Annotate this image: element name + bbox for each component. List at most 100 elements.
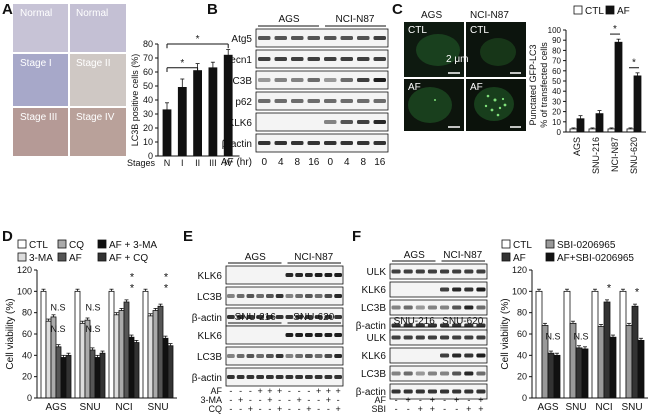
blot-band <box>324 57 337 61</box>
panel-a: A Normal Normal Stage I Stage II Stage I… <box>2 1 240 168</box>
blot-band <box>274 99 287 103</box>
blot-band <box>236 375 245 379</box>
blot-band <box>275 315 284 319</box>
legend-swatch-sbi-0206965 <box>545 239 555 249</box>
blot-band <box>427 389 437 394</box>
blot-band <box>427 371 437 376</box>
blot-band <box>256 294 264 298</box>
blot-band <box>464 287 474 292</box>
blot-row-label-lc3b: LC3B <box>227 76 252 87</box>
blot-band <box>373 141 386 145</box>
blot-band <box>440 389 450 394</box>
blot-band <box>227 354 235 358</box>
treatment-mark: - <box>317 395 320 405</box>
y-tick-label: 0 <box>557 128 562 137</box>
blot-band <box>340 36 353 40</box>
legend-label-3-ma: 3-MA <box>29 253 53 264</box>
blot-band <box>266 375 274 379</box>
treatment-mark: + <box>335 404 340 414</box>
image-col-label-ags: AGS <box>421 10 442 21</box>
image-row-label-ctl-2: CTL <box>470 25 489 36</box>
blot-band <box>340 78 353 82</box>
blot-band <box>258 36 271 40</box>
bar-cq-snu-620 <box>152 310 159 399</box>
significance-mark: * <box>164 282 169 294</box>
viability-sbi-chart: 0 20 40 60 80 100 120 AGS SNU-216 NCI-N87 SNU-620 C… <box>500 239 648 414</box>
blot-band <box>285 375 294 379</box>
bar-ctl-snu-620 <box>142 290 149 399</box>
bottom-blot-row-label-actin: β-actin <box>356 387 386 398</box>
bar-ctl-nci-n87 <box>108 290 115 399</box>
y-tick-label: 80 <box>143 39 153 49</box>
treatment-mark: + <box>335 386 340 396</box>
legend-swatch-af <box>57 252 67 262</box>
annotation-ns: N.S <box>50 324 65 334</box>
bottom-blot-row-label-ulk: ULK <box>367 333 387 344</box>
blot-band <box>285 333 294 337</box>
blot-band <box>340 57 353 61</box>
blot-band <box>476 269 486 274</box>
blot-band <box>427 269 437 274</box>
x-axis-title: Stages <box>127 158 156 168</box>
bar-ii <box>193 70 203 157</box>
y-tick-label: 0 <box>148 151 153 161</box>
blot-band <box>476 305 486 310</box>
y-tick-label: 70 <box>143 53 153 63</box>
blot-band <box>324 354 333 358</box>
ihc-image-normal-2 <box>70 4 126 52</box>
treatment-mark: - <box>407 404 410 414</box>
top-blot-row-label-actin: β-actin <box>356 321 386 332</box>
time-label: 4 <box>278 157 284 168</box>
blot-band <box>246 375 255 379</box>
y-tick-label: 50 <box>552 77 561 86</box>
bar-i <box>177 87 187 157</box>
cell-line-label-ags: AGS <box>404 250 425 261</box>
blot-band <box>246 354 255 358</box>
blot-row-label-klk6: KLK6 <box>228 118 253 129</box>
blot-band <box>314 273 323 277</box>
blot-band <box>415 269 425 274</box>
blot-band <box>314 375 323 379</box>
blot-band <box>246 294 255 298</box>
cell-line-label-snu-216: SNU-216 <box>394 316 436 327</box>
blot-band <box>415 371 425 376</box>
legend-swatch-af <box>501 252 511 262</box>
treatment-mark: - <box>467 395 470 405</box>
blot-strip-actin <box>255 133 389 153</box>
cell-line-label-nci-n87: NCI-N87 <box>294 252 333 263</box>
annotation-ns: N.S <box>545 331 560 341</box>
blot-band <box>440 287 450 292</box>
blot-band <box>403 335 413 340</box>
blot-band <box>285 354 294 358</box>
significance-mark: * <box>196 34 200 45</box>
time-label: 8 <box>360 157 366 168</box>
blot-band <box>357 57 370 61</box>
y-tick-label: 20 <box>517 372 527 382</box>
top-blot-row-label-lc3b: LC3B <box>361 303 386 314</box>
blot-band <box>373 78 386 82</box>
legend-label-ctl: CTL <box>585 6 604 17</box>
blot-band <box>415 305 425 310</box>
blot-band <box>324 273 333 277</box>
treatment-mark: - <box>317 404 320 414</box>
blot-band <box>227 294 235 298</box>
significance-mark: * <box>632 58 636 69</box>
treatment-mark: + <box>326 395 331 405</box>
panel-d: D 0 20 40 60 80 100 120 AGS SNU-216 NCI-N87 SNU-62… <box>2 228 177 414</box>
blot-band <box>334 315 342 319</box>
bar-ctl-snu-620 <box>619 290 627 399</box>
blot-band <box>334 294 342 298</box>
y-axis-title: Cell viability (%) <box>500 298 511 369</box>
bar-3-ma-nci-n87 <box>113 314 120 399</box>
blot-band <box>391 269 401 274</box>
blot-band <box>256 315 264 319</box>
blot-band <box>391 335 401 340</box>
bar-ctl-snu-216 <box>563 290 571 399</box>
bottom-blot-row-label-lc3b: LC3B <box>361 369 386 380</box>
treatment-mark: - <box>395 395 398 405</box>
blot-band <box>415 335 425 340</box>
blot-band <box>357 36 370 40</box>
y-tick-label: 60 <box>143 67 153 77</box>
